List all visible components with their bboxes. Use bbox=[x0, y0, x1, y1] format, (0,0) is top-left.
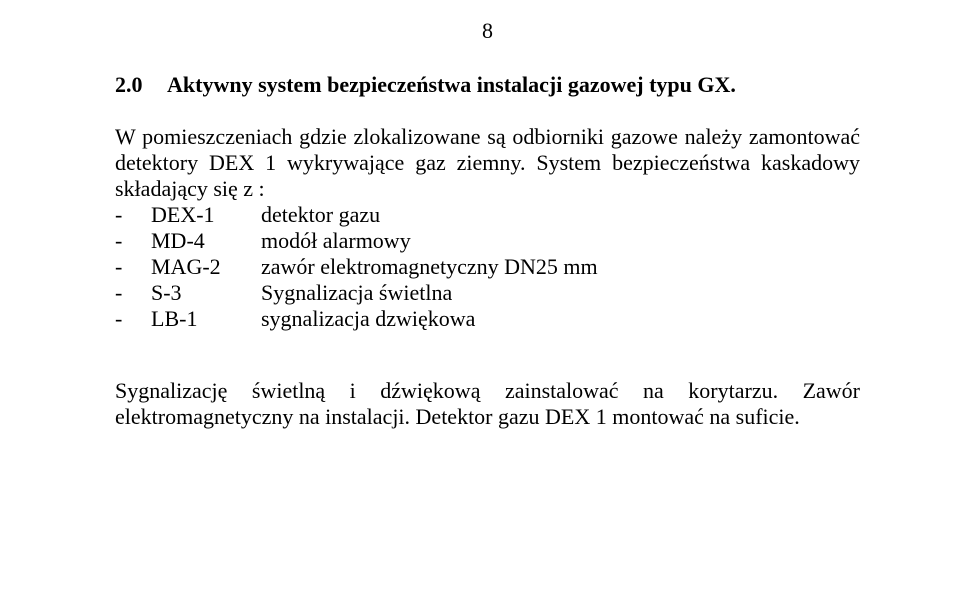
list-code: MAG-2 bbox=[151, 254, 261, 280]
component-list: - DEX-1 detektor gazu - MD-4 modół alarm… bbox=[115, 202, 860, 332]
list-dash: - bbox=[115, 280, 151, 306]
list-desc: sygnalizacja dzwiękowa bbox=[261, 306, 860, 332]
heading-title: Aktywny system bezpieczeństwa instalacji… bbox=[167, 72, 736, 97]
list-dash: - bbox=[115, 306, 151, 332]
list-code: DEX-1 bbox=[151, 202, 261, 228]
list-desc: Sygnalizacja świetlna bbox=[261, 280, 860, 306]
list-item: - MAG-2 zawór elektromagnetyczny DN25 mm bbox=[115, 254, 860, 280]
list-dash: - bbox=[115, 254, 151, 280]
closing-paragraph: Sygnalizację świetlną i dźwiękową zainst… bbox=[115, 378, 860, 430]
list-dash: - bbox=[115, 228, 151, 254]
list-dash: - bbox=[115, 202, 151, 228]
heading-number: 2.0 bbox=[115, 72, 167, 98]
list-item: - LB-1 sygnalizacja dzwiękowa bbox=[115, 306, 860, 332]
list-item: - DEX-1 detektor gazu bbox=[115, 202, 860, 228]
list-item: - MD-4 modół alarmowy bbox=[115, 228, 860, 254]
list-code: LB-1 bbox=[151, 306, 261, 332]
list-desc: zawór elektromagnetyczny DN25 mm bbox=[261, 254, 860, 280]
list-desc: detektor gazu bbox=[261, 202, 860, 228]
intro-paragraph: W pomieszczeniach gdzie zlokalizowane są… bbox=[115, 124, 860, 202]
page-number: 8 bbox=[115, 18, 860, 44]
section-heading: 2.0Aktywny system bezpieczeństwa instala… bbox=[115, 72, 860, 98]
list-desc: modół alarmowy bbox=[261, 228, 860, 254]
list-item: - S-3 Sygnalizacja świetlna bbox=[115, 280, 860, 306]
list-code: MD-4 bbox=[151, 228, 261, 254]
document-page: 8 2.0Aktywny system bezpieczeństwa insta… bbox=[0, 0, 960, 602]
list-code: S-3 bbox=[151, 280, 261, 306]
